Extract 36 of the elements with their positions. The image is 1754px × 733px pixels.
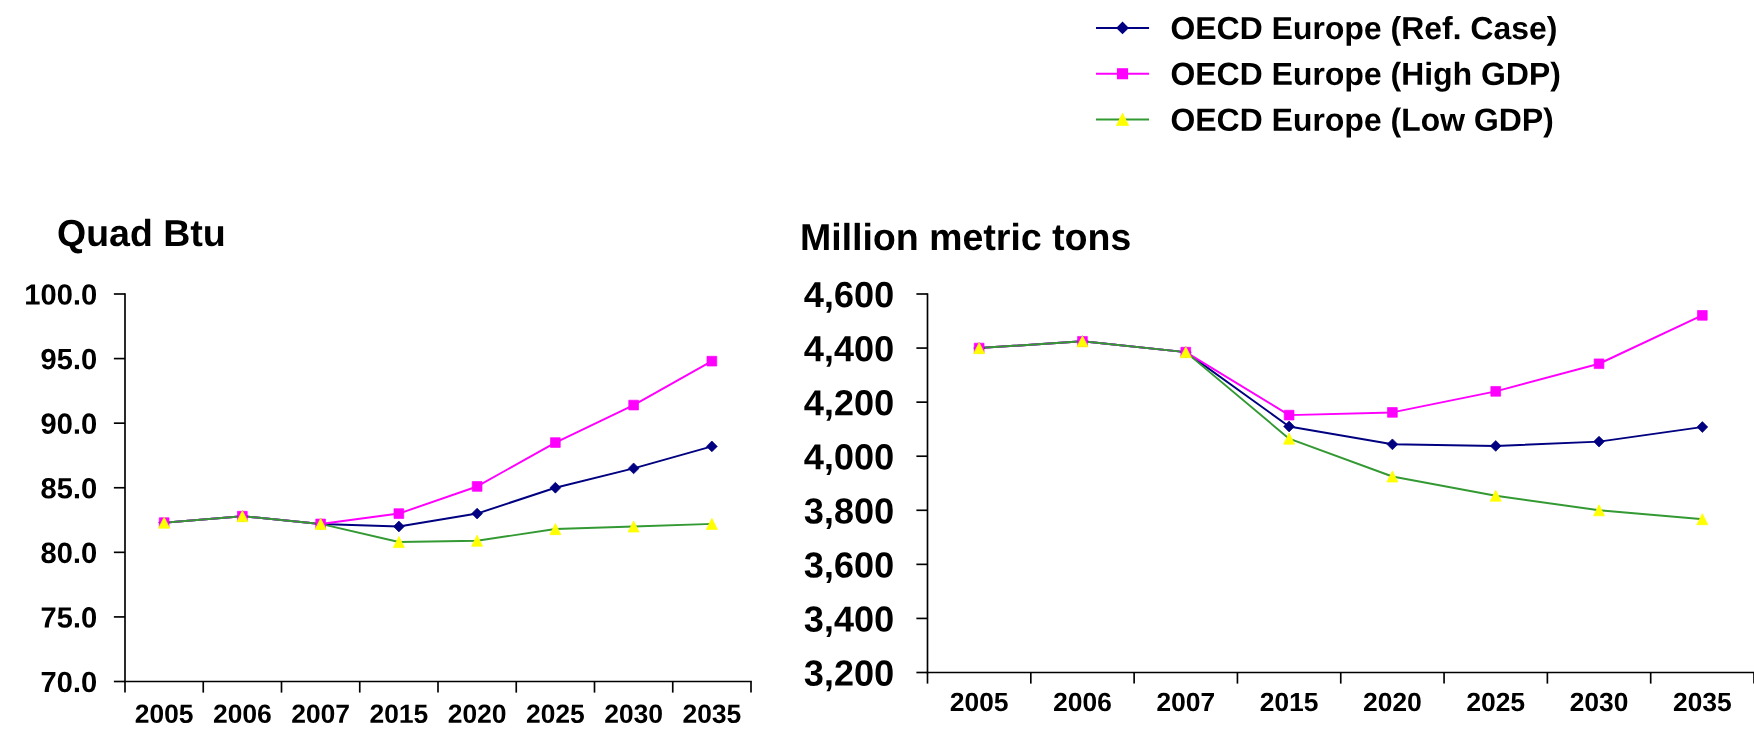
x-tick-label: 2006 <box>1054 692 1111 712</box>
y-axis-title: Million metric tons <box>802 222 1130 251</box>
x-tick-label: 2015 <box>1260 692 1318 712</box>
y-tick-label: 3,200 <box>804 660 893 692</box>
y-tick-label: 100.0 <box>26 284 97 305</box>
y-tick-label: 4,000 <box>804 444 893 475</box>
y-axis-title: Quad Btu <box>58 218 224 254</box>
x-tick-label: 2006 <box>213 704 271 724</box>
legend-label: OECD Europe (Ref. Case) <box>1171 15 1556 46</box>
x-tick-label: 2035 <box>1673 692 1731 712</box>
x-tick-label: 2025 <box>526 704 584 724</box>
x-tick-label: 2007 <box>1157 692 1214 712</box>
legend-label: OECD Europe (Low GDP) <box>1171 107 1553 138</box>
y-tick-label: 90.0 <box>41 413 97 435</box>
x-tick-label: 2007 <box>292 704 349 724</box>
x-tick-label: 2020 <box>448 704 506 724</box>
x-tick-label: 2030 <box>605 704 662 724</box>
x-tick-label: 2005 <box>135 704 193 724</box>
y-tick-label: 70.0 <box>41 671 97 693</box>
y-tick-label: 4,200 <box>804 390 893 421</box>
y-tick-label: 3,400 <box>804 606 893 638</box>
legend-label: OECD Europe (High GDP) <box>1171 61 1560 92</box>
y-tick-label: 3,600 <box>804 552 893 584</box>
x-tick-label: 2035 <box>683 704 741 724</box>
x-tick-label: 2025 <box>1467 692 1525 712</box>
y-tick-label: 85.0 <box>41 477 97 499</box>
x-tick-label: 2015 <box>370 704 428 724</box>
y-tick-label: 80.0 <box>41 542 97 564</box>
x-tick-label: 2020 <box>1363 692 1421 712</box>
y-tick-label: 4,600 <box>804 281 893 313</box>
y-tick-label: 3,800 <box>804 498 893 529</box>
x-tick-label: 2005 <box>950 692 1008 712</box>
x-tick-label: 2030 <box>1570 692 1628 712</box>
y-tick-label: 4,400 <box>804 335 893 367</box>
y-tick-label: 95.0 <box>41 348 97 370</box>
y-tick-label: 75.0 <box>41 607 97 628</box>
